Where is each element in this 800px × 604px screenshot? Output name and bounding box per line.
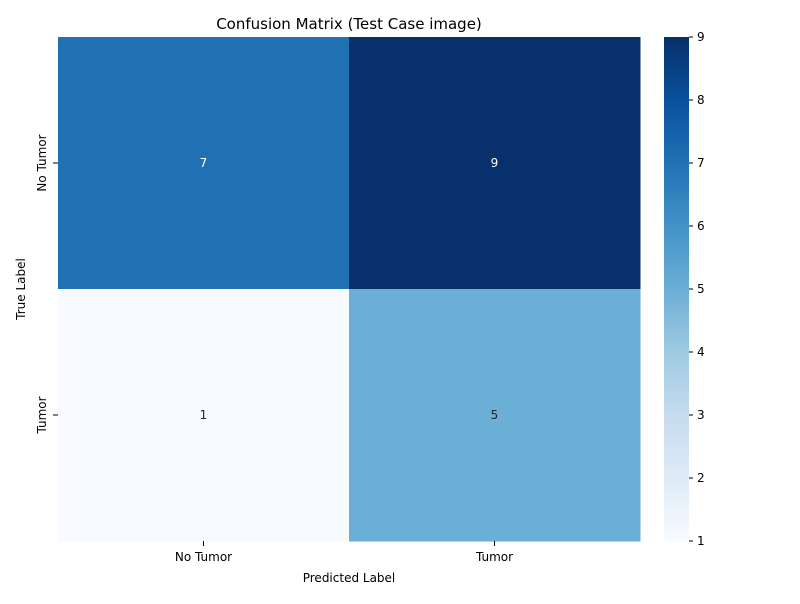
colorbar-tick-label: 6: [697, 219, 705, 233]
heatmap-cell: [349, 37, 641, 290]
cell-value-label: 5: [491, 408, 499, 422]
x-tick-label: Tumor: [475, 550, 513, 564]
heatmap-cells: 7 9 1 5: [58, 37, 641, 542]
y-axis-label: True Label: [14, 258, 28, 321]
colorbar-tick-label: 8: [697, 93, 705, 107]
cell-value-label: 1: [200, 408, 208, 422]
y-axis-ticks: No Tumor Tumor: [35, 134, 58, 435]
colorbar-tick-label: 9: [697, 30, 705, 44]
colorbar-tick-label: 2: [697, 471, 705, 485]
colorbar-tick-label: 3: [697, 408, 705, 422]
y-tick-label: No Tumor: [35, 134, 49, 191]
colorbar-tick-label: 7: [697, 156, 705, 170]
chart-title: Confusion Matrix (Test Case image): [216, 15, 482, 33]
cell-value-label: 7: [200, 156, 208, 170]
colorbar-tick-label: 4: [697, 345, 705, 359]
x-axis-ticks: No Tumor Tumor: [175, 541, 513, 564]
x-axis-label: Predicted Label: [303, 571, 396, 585]
heatmap-cell: [349, 289, 641, 542]
colorbar-ticks: 1 2 3 4 5 6 7 8 9: [689, 30, 705, 548]
colorbar-tick-label: 1: [697, 534, 705, 548]
cell-value-label: 9: [491, 156, 499, 170]
y-tick-label: Tumor: [35, 396, 49, 434]
heatmap-cell: [58, 289, 350, 542]
colorbar: [664, 37, 689, 541]
x-tick-label: No Tumor: [175, 550, 232, 564]
heatmap-cell: [58, 37, 350, 290]
colorbar-tick-label: 5: [697, 282, 705, 296]
